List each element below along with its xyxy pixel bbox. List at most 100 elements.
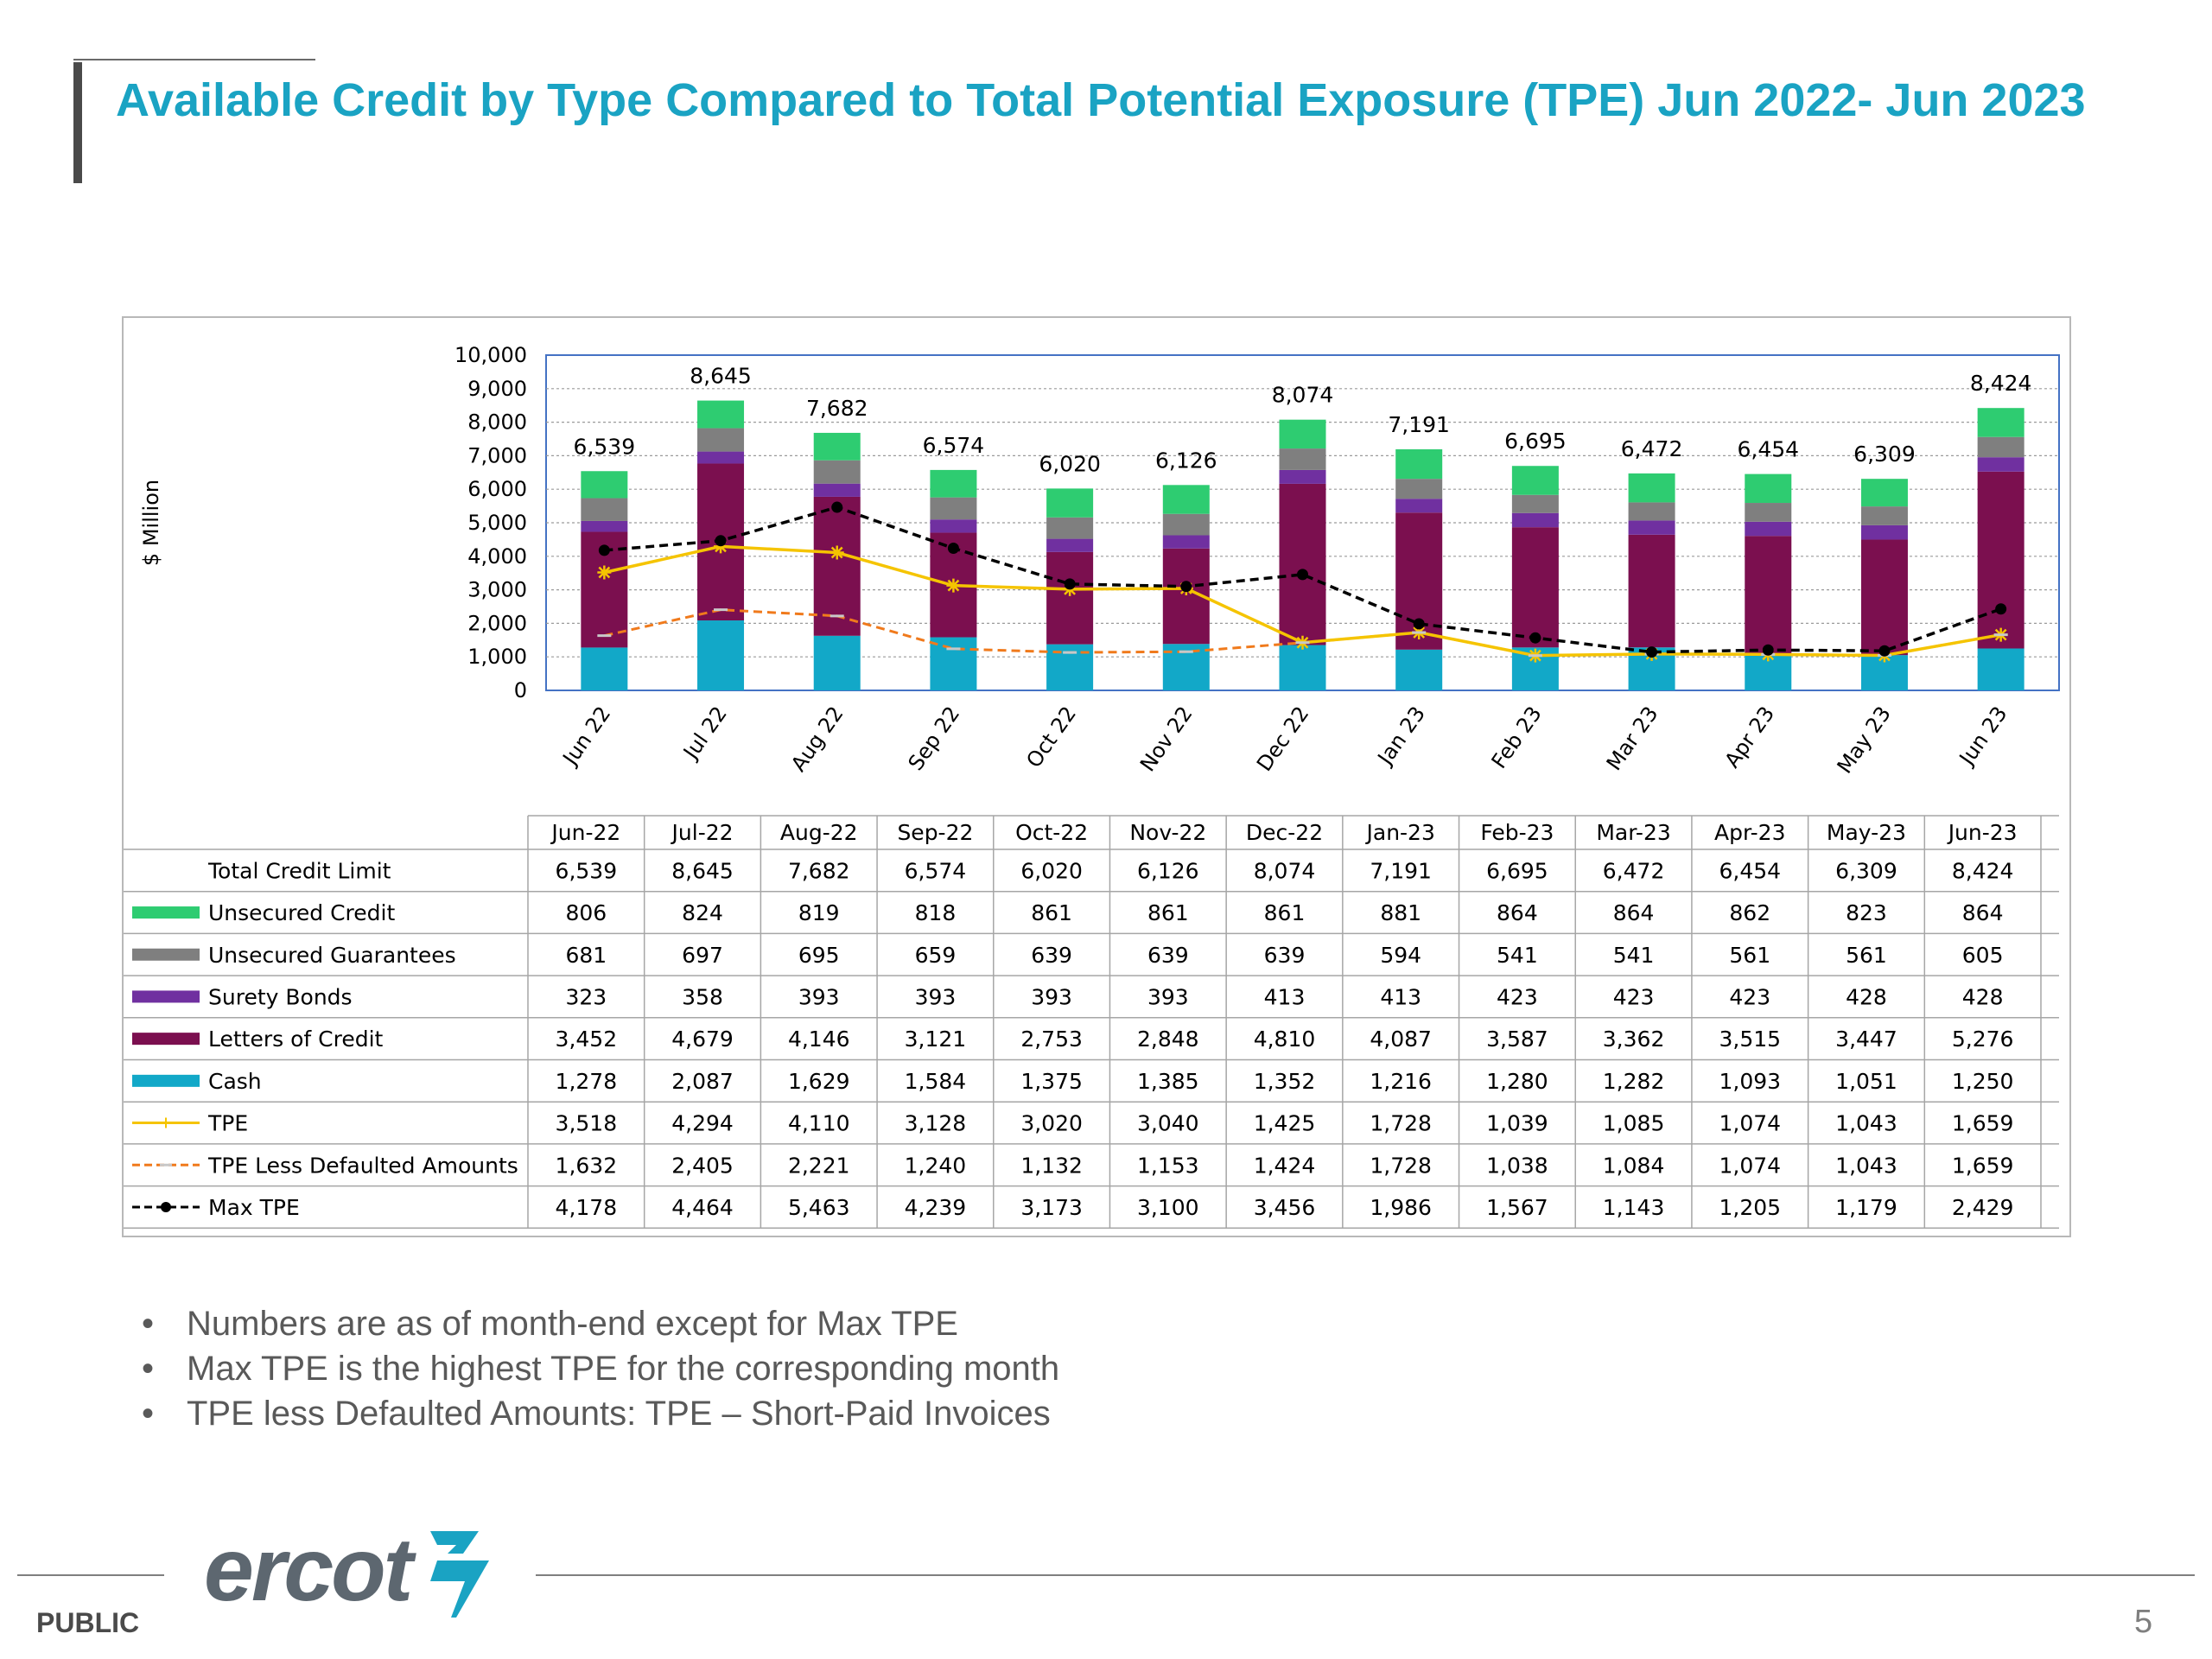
bar-unsecured-guarantees xyxy=(1046,517,1094,539)
ercot-logo-wordmark: ercot xyxy=(204,1521,417,1620)
table-row-label: Surety Bonds xyxy=(208,984,353,1009)
y-tick-label: 9,000 xyxy=(467,377,527,401)
table-cell: 881 xyxy=(1380,900,1421,925)
bar-letters-of-credit xyxy=(1860,539,1908,656)
title-rule xyxy=(73,59,315,60)
table-cell: 1,084 xyxy=(1603,1153,1665,1178)
bar-unsecured-guarantees xyxy=(1860,506,1908,525)
table-column-header: Dec-22 xyxy=(1246,820,1323,845)
max-tpe-point-marker xyxy=(598,544,610,556)
table-cell: 1,043 xyxy=(1835,1111,1897,1136)
bar-unsecured-credit xyxy=(1628,473,1675,503)
footer-divider-left xyxy=(17,1574,164,1576)
total-data-label: 7,682 xyxy=(806,396,868,421)
table-cell: 861 xyxy=(1147,900,1189,925)
table-cell: 393 xyxy=(1147,984,1189,1009)
table-cell: 3,040 xyxy=(1137,1111,1199,1136)
table-cell: 4,110 xyxy=(788,1111,850,1136)
table-cell: 2,221 xyxy=(788,1153,850,1178)
table-row-label: Cash xyxy=(208,1069,262,1094)
bar-unsecured-credit xyxy=(1162,485,1210,514)
max-tpe-point-marker xyxy=(1064,578,1076,590)
table-cell: 393 xyxy=(798,984,840,1009)
total-data-label: 6,454 xyxy=(1737,437,1799,462)
table-cell: 824 xyxy=(682,900,723,925)
table-cell: 806 xyxy=(565,900,607,925)
classification-label: PUBLIC xyxy=(36,1607,140,1638)
table-cell: 3,452 xyxy=(556,1027,618,1052)
table-cell: 3,173 xyxy=(1020,1195,1083,1220)
table-cell: 659 xyxy=(915,943,957,968)
y-tick-label: 8,000 xyxy=(467,410,527,435)
bar-surety-bonds xyxy=(1279,469,1326,484)
table-cell: 413 xyxy=(1264,984,1306,1009)
table-cell: 5,463 xyxy=(788,1195,850,1220)
table-cell: 1,205 xyxy=(1719,1195,1781,1220)
table-cell: 1,043 xyxy=(1835,1153,1897,1178)
table-cell: 4,810 xyxy=(1254,1027,1316,1052)
x-tick-label: Feb 23 xyxy=(1487,702,1547,772)
max-tpe-point-marker xyxy=(1646,646,1658,658)
table-cell: 1,728 xyxy=(1370,1153,1432,1178)
table-cell: 1,240 xyxy=(905,1153,967,1178)
table-row-label: Max TPE xyxy=(208,1195,300,1220)
y-tick-label: 2,000 xyxy=(467,611,527,635)
table-cell: 1,584 xyxy=(905,1069,967,1094)
notes-list: Numbers are as of month-end except for M… xyxy=(138,1301,1059,1436)
table-cell: 3,515 xyxy=(1719,1027,1781,1052)
total-data-label: 7,191 xyxy=(1388,412,1450,437)
tpe-point-marker xyxy=(946,578,961,593)
bar-surety-bonds xyxy=(581,520,628,532)
table-cell: 681 xyxy=(565,943,607,968)
table-cell: 358 xyxy=(682,984,723,1009)
note-item: Max TPE is the highest TPE for the corre… xyxy=(138,1346,1059,1391)
bar-unsecured-credit xyxy=(1977,408,2024,437)
table-row-label: Total Credit Limit xyxy=(207,858,391,883)
table-cell: 2,848 xyxy=(1137,1027,1199,1052)
bar-cash xyxy=(1279,645,1326,690)
legend-key-tpe-marker xyxy=(161,1117,171,1128)
table-cell: 1,385 xyxy=(1137,1069,1199,1094)
table-cell: 413 xyxy=(1380,984,1421,1009)
table-cell: 428 xyxy=(1846,984,1887,1009)
table-cell: 4,679 xyxy=(671,1027,734,1052)
table-cell: 423 xyxy=(1613,984,1655,1009)
bar-letters-of-credit xyxy=(1046,551,1094,645)
table-cell: 2,753 xyxy=(1020,1027,1083,1052)
bar-unsecured-guarantees xyxy=(581,498,628,521)
table-cell: 695 xyxy=(798,943,840,968)
table-cell: 3,456 xyxy=(1254,1195,1316,1220)
table-cell: 3,100 xyxy=(1137,1195,1199,1220)
table-row-label: Unsecured Credit xyxy=(208,900,395,925)
y-tick-label: 0 xyxy=(514,678,527,702)
total-data-label: 6,472 xyxy=(1621,436,1683,461)
chart-with-data-table: 0 1,000 2,000 3,000 4,000 5,000 6,000 7,000 8,00… xyxy=(124,343,2060,1230)
bar-surety-bonds xyxy=(1511,512,1559,528)
table-cell: 6,574 xyxy=(905,858,967,883)
legend-key-cash xyxy=(132,1074,200,1087)
table-cell: 1,278 xyxy=(556,1069,618,1094)
table-cell: 1,143 xyxy=(1603,1195,1665,1220)
total-data-label: 6,309 xyxy=(1853,442,1916,467)
table-row-label: Unsecured Guarantees xyxy=(208,943,456,968)
bar-unsecured-guarantees xyxy=(930,497,977,520)
table-cell: 3,447 xyxy=(1835,1027,1897,1052)
chart-frame: 0 1,000 2,000 3,000 4,000 5,000 6,000 7,000 8,00… xyxy=(122,316,2071,1237)
bar-unsecured-guarantees xyxy=(1628,502,1675,521)
bar-cash xyxy=(930,637,977,690)
table-cell: 8,424 xyxy=(1952,858,2014,883)
total-data-label: 6,539 xyxy=(574,434,636,459)
bar-letters-of-credit xyxy=(1977,471,2024,649)
bar-surety-bonds xyxy=(813,483,861,497)
lightning-bolt-icon xyxy=(430,1531,489,1618)
tpe-point-marker xyxy=(597,565,612,580)
table-cell: 818 xyxy=(915,900,957,925)
bar-surety-bonds xyxy=(1395,499,1443,513)
table-cell: 3,362 xyxy=(1603,1027,1665,1052)
table-cell: 2,087 xyxy=(671,1069,734,1094)
table-cell: 4,294 xyxy=(671,1111,734,1136)
footer-divider-right xyxy=(536,1574,2195,1576)
legend-key-letters-of-credit xyxy=(132,1033,200,1046)
bar-surety-bonds xyxy=(1162,535,1210,549)
bar-unsecured-credit xyxy=(813,432,861,461)
